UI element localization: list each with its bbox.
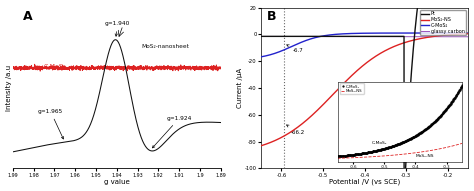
MoS₂-NS (354, 70, 359, 73)
MoS₂-NS (421, 37, 427, 39)
Line: Pt: Pt (261, 0, 468, 191)
glassy carbon (459, 36, 465, 38)
Line: glassy carbon: glassy carbon (261, 36, 468, 37)
C-MoS₂ (421, 32, 427, 34)
glassy carbon (465, 36, 471, 38)
X-axis label: g value: g value (104, 179, 130, 185)
Pt (354, 35, 359, 37)
glassy carbon (258, 35, 264, 38)
Text: g=1.940: g=1.940 (104, 21, 130, 36)
Pt (258, 35, 264, 37)
MoS₂-NS (268, 141, 274, 143)
C-MoS₂ (459, 32, 465, 34)
MoS₂-NS (359, 66, 365, 68)
glassy carbon (354, 36, 359, 38)
Pt (268, 35, 274, 37)
C-MoS₂ (359, 32, 365, 34)
Pt (359, 35, 365, 37)
glassy carbon (460, 36, 465, 38)
Text: A: A (23, 11, 33, 23)
C-MoS₂ (354, 32, 359, 35)
Text: B: B (267, 11, 276, 23)
Text: g=1.965: g=1.965 (38, 109, 64, 139)
Line: C-MoS₂: C-MoS₂ (261, 33, 468, 57)
Line: MoS₂-NS: MoS₂-NS (261, 34, 468, 146)
glassy carbon (359, 36, 365, 38)
Text: -66.2: -66.2 (287, 125, 305, 134)
X-axis label: Potential /V (vs SCE): Potential /V (vs SCE) (329, 179, 400, 185)
Text: MoS₂-nanosheet: MoS₂-nanosheet (142, 45, 190, 49)
glassy carbon (268, 35, 274, 38)
Text: -6.7: -6.7 (287, 45, 303, 53)
Y-axis label: Intensity /a.u: Intensity /a.u (6, 65, 11, 111)
glassy carbon (421, 36, 427, 38)
C-MoS₂ (460, 32, 465, 34)
MoS₂-NS (460, 33, 465, 35)
Y-axis label: Current /μA: Current /μA (237, 68, 243, 108)
C-MoS₂ (268, 53, 274, 56)
MoS₂-NS (258, 145, 264, 147)
Text: g=1.924: g=1.924 (153, 116, 192, 148)
MoS₂-NS (465, 32, 471, 35)
Text: C-MoS₂: C-MoS₂ (44, 64, 66, 69)
C-MoS₂ (465, 32, 471, 34)
Legend: Pt, MoS₂-NS, C-MoS₂, glassy carbon: Pt, MoS₂-NS, C-MoS₂, glassy carbon (420, 10, 466, 35)
C-MoS₂ (258, 56, 264, 58)
MoS₂-NS (459, 33, 465, 35)
